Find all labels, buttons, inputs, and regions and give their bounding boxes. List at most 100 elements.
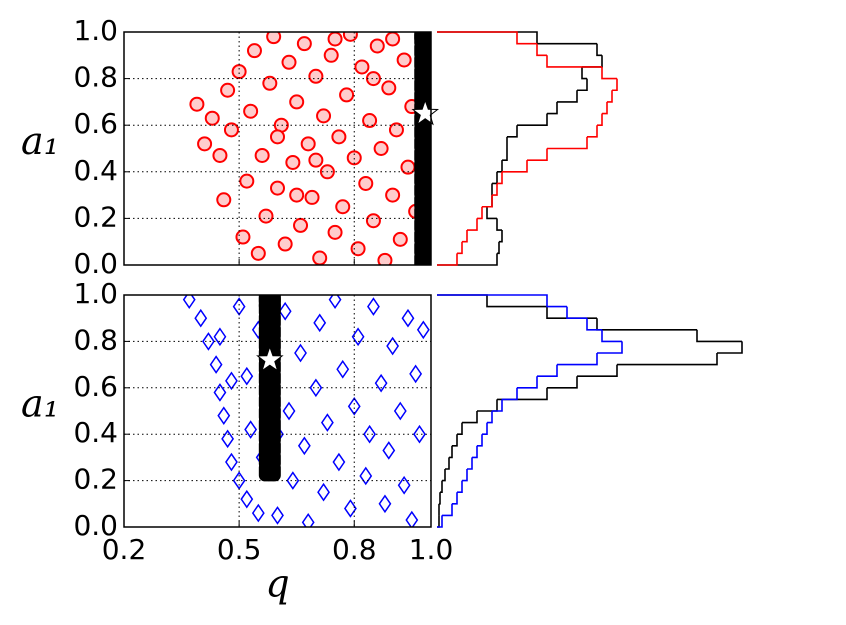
point <box>212 147 228 163</box>
point <box>335 199 351 215</box>
hist-step <box>717 341 743 354</box>
hist-step <box>457 422 463 435</box>
point <box>362 113 378 129</box>
hist-step <box>492 399 503 412</box>
point <box>363 424 377 444</box>
hist-step <box>496 218 502 231</box>
point <box>388 122 404 138</box>
y-axis-label: a₁ <box>21 382 59 426</box>
hist-step <box>617 353 718 366</box>
point <box>358 175 374 191</box>
frame <box>123 294 432 528</box>
hist-step <box>536 43 547 57</box>
point <box>365 71 381 87</box>
hist-step <box>492 171 498 185</box>
hist-step <box>547 376 578 389</box>
point <box>413 424 426 444</box>
point <box>293 217 309 233</box>
point <box>266 32 282 45</box>
star <box>256 345 284 372</box>
point <box>342 32 358 42</box>
hist-step <box>462 411 478 424</box>
frame <box>123 31 432 266</box>
x-tick-label: 1.0 <box>409 533 454 566</box>
point <box>332 452 346 472</box>
point <box>209 355 223 374</box>
hist-step <box>477 399 498 412</box>
point <box>331 129 347 145</box>
hist-step <box>581 66 587 80</box>
hist-step <box>482 195 493 208</box>
hist-step <box>499 230 503 243</box>
point <box>344 499 357 518</box>
hist-step <box>502 160 528 173</box>
y-tick-label: 0.4 <box>73 416 118 449</box>
point <box>377 252 393 265</box>
point <box>414 32 431 45</box>
point <box>381 80 397 96</box>
point <box>347 397 361 416</box>
x-tick-label: 0.8 <box>332 533 377 566</box>
point <box>308 68 324 84</box>
point <box>308 152 324 168</box>
point <box>386 336 400 356</box>
point <box>244 420 258 439</box>
hist-step <box>462 230 468 243</box>
point <box>213 327 227 347</box>
point <box>317 482 330 502</box>
point <box>385 32 401 47</box>
point <box>251 503 265 523</box>
point <box>250 245 266 261</box>
hist-step <box>577 364 618 377</box>
point <box>282 401 296 421</box>
hist-step <box>437 31 537 45</box>
point <box>393 401 407 421</box>
hist-step <box>442 503 453 517</box>
plot-area <box>189 32 431 265</box>
point <box>374 373 388 393</box>
point <box>271 506 284 525</box>
point <box>405 510 419 527</box>
hist-step <box>566 306 587 319</box>
hist-step <box>440 480 443 493</box>
y-tick-label: 0.8 <box>73 61 118 94</box>
point <box>258 208 274 224</box>
hist-step <box>497 241 500 255</box>
hist-step <box>601 329 622 343</box>
point <box>339 87 355 103</box>
point <box>354 59 370 75</box>
point <box>262 75 278 91</box>
hist-step <box>502 387 518 401</box>
star <box>411 98 440 126</box>
hist-step <box>607 90 613 103</box>
point <box>346 150 362 166</box>
hist-step <box>442 469 446 482</box>
y-tick-label: 0.0 <box>73 247 118 280</box>
hist-step <box>597 341 623 354</box>
point <box>300 136 316 152</box>
hist-step <box>457 241 463 255</box>
y-tick-label: 0.4 <box>73 154 118 187</box>
hist-step <box>457 480 463 493</box>
hist-step <box>601 66 617 80</box>
hist-step <box>437 253 498 266</box>
point <box>327 224 343 240</box>
plot-area <box>182 295 430 527</box>
hist-step <box>582 55 603 68</box>
point <box>240 366 254 386</box>
hist-step <box>587 125 598 138</box>
hist-step <box>437 515 440 528</box>
hist-step <box>612 78 618 92</box>
point <box>396 52 412 68</box>
hist-step <box>486 206 497 220</box>
y-tick-label: 0.2 <box>73 200 118 233</box>
hist-step <box>437 294 547 308</box>
point <box>220 82 236 98</box>
point <box>367 297 380 316</box>
point <box>382 441 396 460</box>
point <box>239 173 255 189</box>
point <box>235 229 251 245</box>
point <box>243 103 259 119</box>
hist-step <box>482 422 488 435</box>
